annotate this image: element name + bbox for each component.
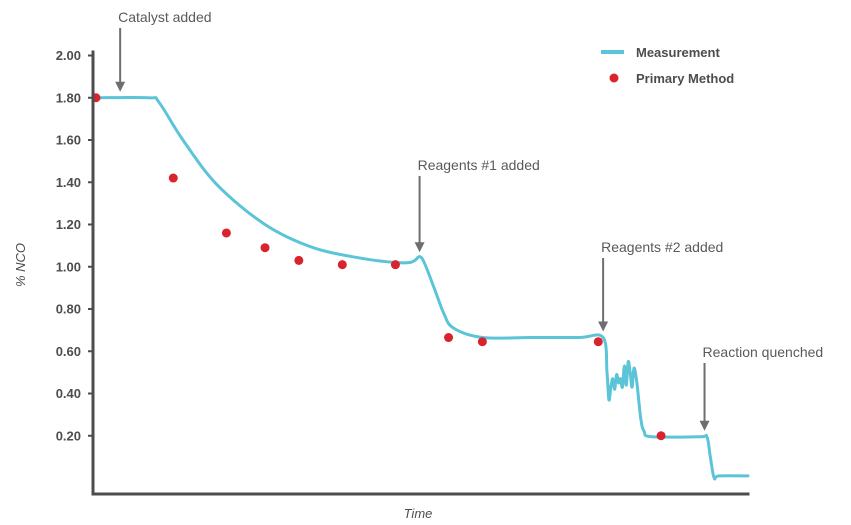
annotations: Catalyst added Reagents #1 added Reagents …	[115, 9, 823, 431]
y-axis-ticks: 2.00 1.80 1.60 1.40 1.20 1.00 0.80 0.60 0.40 0.20	[56, 48, 93, 443]
y-tick-label: 1.80	[56, 90, 81, 105]
series-primary-method-point	[168, 173, 178, 183]
annotation-arrowhead	[414, 242, 425, 253]
series-primary-method-point	[477, 337, 487, 347]
y-tick-label: 0.20	[56, 428, 81, 443]
y-tick-label: 1.20	[56, 217, 81, 232]
series-primary-method-point	[260, 243, 270, 253]
y-tick-label: 1.60	[56, 133, 81, 148]
annotation-label: Reagents #1 added	[418, 157, 540, 173]
annotation-arrowhead	[699, 420, 710, 431]
series-primary-method-point	[593, 337, 603, 347]
plot-area	[91, 93, 750, 481]
series-primary-method-point	[221, 228, 231, 238]
y-tick-label: 0.40	[56, 386, 81, 401]
legend-measurement-label: Measurement	[636, 45, 720, 60]
series-primary-method-point	[444, 333, 454, 343]
series-primary-method-point	[390, 260, 400, 270]
y-tick-label: 2.00	[56, 48, 81, 63]
y-tick-label: 1.40	[56, 175, 81, 190]
legend: Measurement Primary Method	[601, 45, 734, 86]
series-primary-method-point	[294, 255, 304, 265]
annotation: Reagents #1 added	[414, 157, 540, 253]
x-axis-title: Time	[404, 506, 433, 521]
annotation: Reaction quenched	[699, 344, 824, 431]
annotation: Reagents #2 added	[598, 239, 723, 332]
series-measurement-line	[94, 95, 750, 481]
annotation: Catalyst added	[115, 9, 212, 92]
annotation-arrowhead	[598, 321, 609, 332]
series-primary-method-point	[656, 431, 666, 441]
y-tick-label: 0.80	[56, 302, 81, 317]
y-tick-label: 1.00	[56, 259, 81, 274]
annotation-label: Reaction quenched	[703, 344, 824, 360]
series-primary-method-point	[337, 260, 347, 270]
legend-primary-method-label: Primary Method	[636, 71, 734, 86]
annotation-label: Reagents #2 added	[601, 239, 723, 255]
annotation-label: Catalyst added	[118, 9, 211, 25]
annotation-arrowhead	[115, 81, 126, 92]
y-tick-label: 0.60	[56, 344, 81, 359]
y-axis-title: % NCO	[13, 243, 28, 287]
legend-primary-method-swatch	[609, 73, 619, 83]
